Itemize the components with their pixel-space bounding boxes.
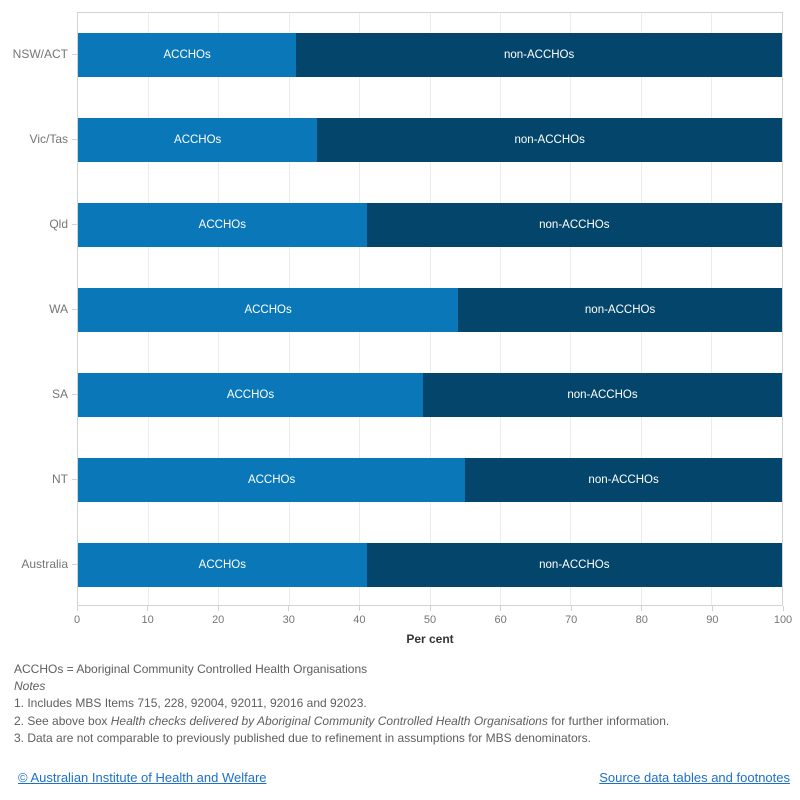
bar-segment: ACCHOs xyxy=(78,118,318,163)
stacked-bar-chart: NSW/ACT Vic/Tas Qld WA SA NT Australia ACCHOs n… xyxy=(0,12,792,646)
y-tick-mark xyxy=(72,478,77,480)
bar-segment: non-ACCHOs xyxy=(296,33,782,78)
bar-segment: ACCHOs xyxy=(78,457,466,502)
bar-segment-label: ACCHOs xyxy=(198,219,246,232)
bar-segment-label: non-ACCHOs xyxy=(514,134,585,147)
bar-segment: ACCHOs xyxy=(78,33,297,78)
bar-segment: ACCHOs xyxy=(78,542,367,587)
bar-segment-label: ACCHOs xyxy=(174,134,222,147)
y-axis-label: WA xyxy=(49,302,68,316)
bar-segment-label: non-ACCHOs xyxy=(539,558,610,571)
footnotes-block: ACCHOs = Aboriginal Community Controlled… xyxy=(14,661,794,747)
bar-row: ACCHOs non-ACCHOs xyxy=(78,288,782,332)
bar-segment: ACCHOs xyxy=(78,203,367,248)
bar-row: ACCHOs non-ACCHOs xyxy=(78,372,782,417)
x-tick-label: 100 xyxy=(773,614,793,626)
bar-segment-label: ACCHOs xyxy=(247,473,296,486)
x-tick-label: 60 xyxy=(494,614,507,626)
bar-row: ACCHOs non-ACCHOs xyxy=(78,118,782,163)
bar-segment: non-ACCHOs xyxy=(465,457,782,502)
note-2: 2. See above box Health checks delivered… xyxy=(14,713,670,728)
bar-segment-label: ACCHOs xyxy=(163,49,211,62)
bar-segment: non-ACCHOs xyxy=(366,203,782,248)
y-axis-label: Australia xyxy=(21,556,68,571)
source-data-link[interactable]: Source data tables and footnotes xyxy=(599,770,790,785)
bar-segment-label: ACCHOs xyxy=(198,558,246,571)
bar-segment-label: ACCHOs xyxy=(226,388,275,401)
x-tick-label: 50 xyxy=(423,614,437,626)
bar-segment: non-ACCHOs xyxy=(317,118,782,163)
x-tick-mark xyxy=(358,606,360,611)
y-tick-mark xyxy=(72,393,77,395)
plot-area: ACCHOs non-ACCHOs ACCHOs non-ACCHOs ACCHOs no… xyxy=(77,12,783,606)
bar-segment: non-ACCHOs xyxy=(366,542,782,587)
x-tick-label: 70 xyxy=(565,614,578,626)
x-tick-mark xyxy=(147,606,149,611)
x-tick-label: 80 xyxy=(635,614,648,626)
bar-segment-label: non-ACCHOs xyxy=(539,219,610,232)
bar-segment: non-ACCHOs xyxy=(422,372,782,417)
bar-row: ACCHOs non-ACCHOs xyxy=(78,203,782,248)
footer: © Australian Institute of Health and Wel… xyxy=(0,768,800,792)
bar-segment: ACCHOs xyxy=(78,288,459,332)
bar-segment-label: ACCHOs xyxy=(244,304,292,316)
x-tick-label: 30 xyxy=(282,614,295,626)
abbreviation-note: ACCHOs = Aboriginal Community Controlled… xyxy=(14,662,368,676)
y-tick-mark xyxy=(72,309,77,310)
x-axis: 0 10 20 30 40 50 60 70 80 90 100 xyxy=(73,606,792,636)
bar-row: ACCHOs non-ACCHOs xyxy=(78,457,782,502)
x-tick-mark xyxy=(641,606,643,611)
x-tick-label: 20 xyxy=(212,614,225,626)
note-1: 1. Includes MBS Items 715, 228, 92004, 9… xyxy=(14,696,367,711)
x-tick-mark xyxy=(711,606,713,611)
y-tick-mark xyxy=(72,54,77,56)
y-tick-mark xyxy=(72,224,77,226)
x-tick-mark xyxy=(217,606,219,611)
x-tick-label: 0 xyxy=(73,614,81,626)
y-tick-mark xyxy=(72,563,77,565)
x-tick-label: 10 xyxy=(141,614,154,626)
y-tick-mark xyxy=(72,139,77,141)
y-axis-label: NSW/ACT xyxy=(12,47,68,62)
bar-row: ACCHOs non-ACCHOs xyxy=(78,542,782,587)
y-axis-label: Vic/Tas xyxy=(29,132,68,147)
note-3: 3. Data are not comparable to previously… xyxy=(14,730,591,745)
x-tick-label: 40 xyxy=(353,614,366,626)
bar-segment: ACCHOs xyxy=(78,372,423,417)
y-axis-label: NT xyxy=(52,471,68,486)
bar-segment: non-ACCHOs xyxy=(458,288,782,332)
bar-segment-label: non-ACCHOs xyxy=(588,473,659,486)
bar-segment-label: non-ACCHOs xyxy=(503,49,575,62)
x-tick-mark xyxy=(570,606,572,611)
y-axis: NSW/ACT Vic/Tas Qld WA SA NT Australia xyxy=(0,12,77,606)
bar-segment-label: non-ACCHOs xyxy=(584,304,656,316)
y-axis-label: Qld xyxy=(49,217,68,232)
bar-row: ACCHOs non-ACCHOs xyxy=(78,33,782,78)
x-tick-mark xyxy=(76,606,78,611)
x-tick-mark xyxy=(288,606,290,611)
x-tick-label: 90 xyxy=(706,614,719,626)
y-axis-label: SA xyxy=(51,386,68,401)
x-tick-mark xyxy=(782,606,784,611)
bar-segment-label: non-ACCHOs xyxy=(567,388,638,401)
notes-heading: Notes xyxy=(14,679,46,694)
x-tick-mark xyxy=(500,606,502,611)
x-tick-mark xyxy=(429,606,431,611)
aihw-copyright-link[interactable]: © Australian Institute of Health and Wel… xyxy=(18,770,267,785)
x-axis-title: Per cent xyxy=(406,632,454,646)
